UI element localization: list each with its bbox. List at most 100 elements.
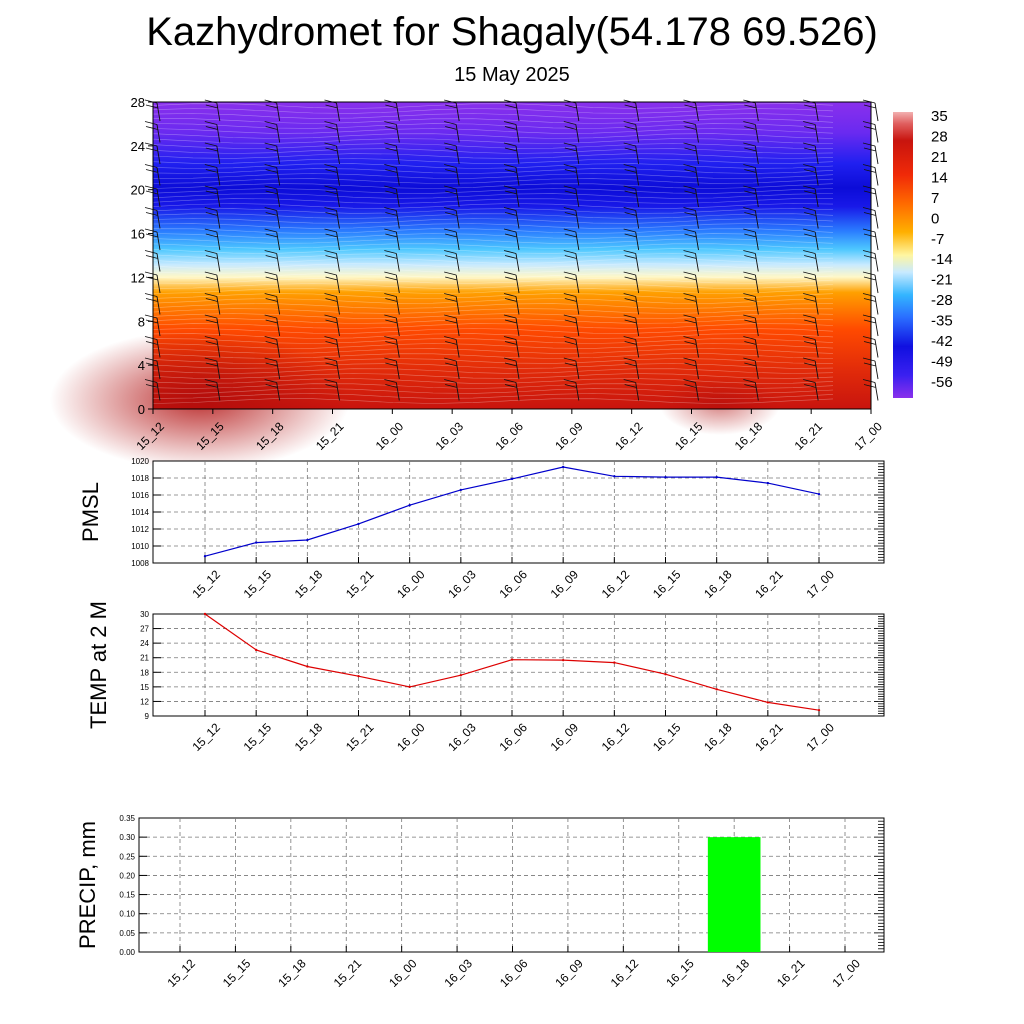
x-tick-label: 16_06	[496, 567, 530, 601]
wind-barb	[144, 207, 161, 229]
contour-line	[152, 128, 834, 134]
wind-barb	[324, 314, 340, 337]
y-tick-label: 1018	[131, 474, 149, 483]
x-tick-label: 16_21	[752, 567, 786, 601]
contour-line	[152, 363, 834, 369]
colorbar-label: 14	[931, 169, 948, 186]
data-point	[510, 658, 514, 661]
y-tick-label: 1014	[131, 508, 149, 517]
y-tick-label: 1010	[131, 542, 149, 551]
x-tick-label: 16_21	[752, 720, 786, 754]
data-point	[408, 685, 411, 689]
y-tick-label: 16	[131, 227, 145, 242]
wind-barb	[503, 207, 520, 229]
wind-barb	[743, 271, 759, 294]
colorbar-label: -49	[931, 354, 953, 371]
data-point	[254, 648, 258, 652]
wind-barb	[144, 357, 161, 380]
y-tick-label: 1020	[131, 457, 149, 466]
wind-barb	[264, 142, 281, 165]
grid-lines	[153, 461, 884, 563]
wind-barb	[563, 357, 580, 380]
data-point	[306, 538, 309, 542]
plot-frame	[152, 613, 885, 717]
contour-line	[152, 383, 834, 389]
wind-barb	[264, 379, 281, 401]
y-tick-label: 0.30	[119, 833, 135, 842]
wind-barb	[623, 357, 640, 380]
contour-line	[152, 398, 834, 404]
data-point	[510, 477, 514, 481]
grid-lines	[139, 818, 884, 952]
wind-barb	[444, 379, 460, 401]
colorbar-label: -28	[931, 292, 953, 309]
contour-line	[152, 228, 834, 234]
wind-barb	[563, 142, 580, 165]
wind-barb	[803, 336, 819, 358]
x-tick-label: 17_00	[829, 956, 863, 990]
x-tick-label: 16_18	[701, 567, 735, 601]
right-ticks	[874, 817, 884, 953]
y-tick-label: 0.20	[119, 871, 135, 880]
wind-barb	[144, 228, 161, 251]
y-tick-label: 30	[140, 610, 149, 619]
wind-barb	[563, 185, 580, 208]
contour-line	[152, 233, 834, 239]
contour-line	[152, 293, 834, 299]
x-tick-label: 17_00	[803, 720, 837, 754]
y-tick-label: 1008	[131, 559, 149, 568]
wind-barb	[563, 271, 580, 294]
wind-barb	[862, 357, 879, 380]
y-tick-label: 0	[138, 402, 145, 417]
wind-barb	[743, 379, 759, 401]
wind-barb	[384, 314, 400, 337]
y-tick-label: 0.10	[119, 910, 135, 919]
contour-line	[152, 163, 834, 169]
y-tick-label: 4	[138, 358, 145, 373]
contour-line	[152, 133, 834, 139]
wind-barb	[563, 336, 580, 358]
wind-barb	[204, 250, 221, 272]
contour-line	[152, 158, 834, 164]
contour-line	[152, 218, 834, 224]
wind-barb	[144, 121, 161, 143]
contour-line	[152, 353, 834, 359]
wind-barb	[683, 142, 699, 165]
wind-barb	[444, 250, 460, 272]
x-tick-label: 16_03	[445, 720, 479, 754]
colorbar-label: -14	[931, 251, 953, 268]
x-tick-label: 16_00	[386, 956, 420, 990]
contour-line	[152, 333, 834, 339]
wind-barb	[384, 293, 400, 315]
contour-line	[152, 323, 834, 329]
x-tick-label: 16_00	[394, 567, 428, 601]
wind-barb	[862, 314, 879, 337]
wind-barb	[623, 164, 640, 186]
wind-barb	[803, 379, 819, 401]
colorbar-label: 7	[931, 190, 939, 207]
contour-line	[152, 258, 834, 264]
contour-line	[152, 203, 834, 209]
contour-line	[152, 278, 834, 284]
colorbar-label: 35	[931, 108, 948, 125]
precip-bar	[707, 837, 761, 952]
x-tick-label: 16_12	[599, 720, 633, 754]
y-tick-label: 0.00	[119, 948, 135, 957]
x-tick-label: 16_03	[445, 567, 479, 601]
y-axis-label: TEMP at 2 M	[86, 601, 111, 729]
y-tick-label: 0.35	[119, 814, 135, 823]
wind-barb	[204, 336, 221, 358]
y-axis-label: PMSL	[78, 482, 103, 542]
y-tick-label: 24	[140, 639, 149, 648]
wind-barb	[444, 142, 460, 165]
wind-barb	[204, 314, 221, 337]
y-tick-label: 12	[140, 697, 149, 706]
x-tick-label: 16_06	[492, 419, 526, 453]
contour-line	[152, 238, 834, 244]
x-tick-label: 16_18	[701, 720, 735, 754]
contour-line	[152, 143, 834, 149]
wind-barb	[803, 271, 819, 294]
wind-barb	[444, 207, 460, 229]
contour-line	[152, 303, 834, 309]
colorbar	[893, 112, 913, 398]
